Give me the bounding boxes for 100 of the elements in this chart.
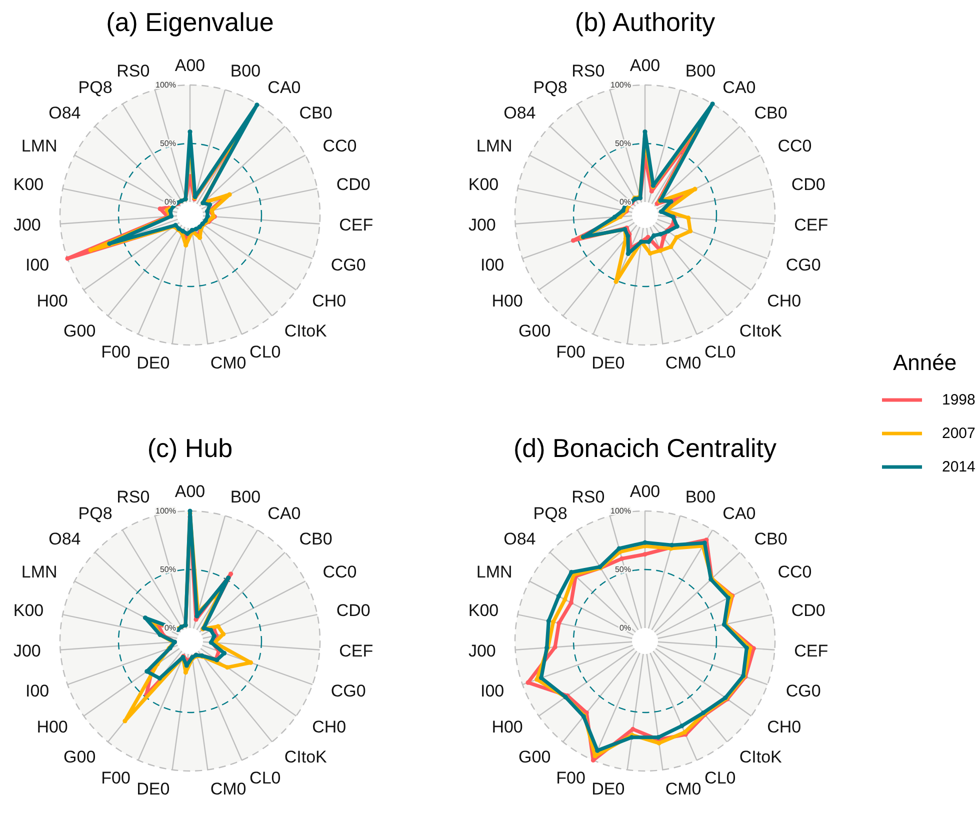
spoke-label: CA0 — [268, 504, 301, 523]
spoke-label: CEF — [339, 216, 374, 235]
spoke-label: F00 — [556, 342, 586, 362]
y-tick-label: 0% — [619, 624, 631, 633]
spoke-label: J00 — [13, 642, 41, 661]
spoke-label: CH0 — [312, 718, 346, 737]
spoke-label: CEF — [794, 216, 828, 235]
chart-title: (a) Eigenvalue — [106, 7, 274, 37]
spoke-label: CB0 — [754, 103, 788, 122]
spoke-label: G00 — [518, 321, 551, 340]
spoke-label: B00 — [685, 488, 716, 507]
spoke-label: G00 — [518, 747, 551, 766]
y-tick-label: 100% — [156, 506, 176, 516]
spoke-label: CL0 — [250, 768, 281, 788]
spoke-label: PQ8 — [78, 78, 112, 97]
spoke-label: J00 — [468, 642, 496, 661]
spoke-label: CD0 — [791, 175, 826, 194]
spoke-label: G00 — [64, 747, 96, 766]
spoke-label: B00 — [685, 62, 716, 81]
legend-label: 2014 — [942, 458, 976, 476]
spoke-label: CM0 — [210, 780, 246, 799]
spoke-label: DE0 — [136, 354, 170, 373]
spoke-label: B00 — [230, 488, 261, 507]
spoke-label: CB0 — [299, 529, 332, 548]
y-tick-label: 50% — [160, 565, 176, 574]
spoke-label: F00 — [101, 342, 130, 362]
spoke-label: A00 — [630, 56, 660, 75]
spoke-label: CD0 — [336, 601, 370, 620]
spoke-label: CItoK — [739, 321, 783, 340]
spoke-label: H00 — [492, 292, 523, 311]
spoke-label: LMN — [21, 562, 58, 582]
spoke-label: CH0 — [767, 718, 802, 737]
spoke-label: LMN — [21, 136, 58, 156]
spoke-label: H00 — [36, 718, 68, 737]
spoke-label: CA0 — [722, 504, 756, 523]
y-tick-label: 100% — [610, 80, 631, 90]
spoke-label: CG0 — [330, 682, 366, 701]
spoke-label: RS0 — [572, 62, 605, 81]
spoke-label: PQ8 — [78, 504, 112, 523]
spoke-label: CC0 — [778, 562, 812, 582]
spoke-label: G00 — [64, 321, 96, 340]
spoke-label: J00 — [13, 216, 41, 235]
spoke-label: CItoK — [739, 747, 783, 766]
spoke-label: F00 — [556, 768, 586, 788]
spoke-label: H00 — [492, 718, 523, 737]
spoke-label: CA0 — [268, 78, 301, 97]
spoke-label: CM0 — [210, 354, 246, 373]
spoke-label: O84 — [48, 103, 81, 122]
spoke-label: CEF — [339, 642, 374, 661]
spoke-label: RS0 — [572, 488, 605, 507]
y-tick-label: 50% — [614, 565, 631, 574]
spoke-label: CH0 — [312, 292, 346, 311]
spoke-label: CB0 — [754, 529, 788, 548]
spoke-label: CC0 — [778, 136, 812, 156]
y-tick-label: 50% — [160, 139, 176, 148]
spoke-label: CEF — [794, 642, 828, 661]
y-tick-label: 100% — [156, 80, 176, 90]
spoke-label: I00 — [25, 256, 50, 275]
y-tick-label: 50% — [614, 139, 631, 148]
spoke-label: CG0 — [786, 682, 821, 701]
spoke-label: CItoK — [284, 747, 328, 766]
spoke-label: CB0 — [299, 103, 332, 122]
spoke-label: CL0 — [250, 342, 281, 362]
spoke-label: A00 — [174, 56, 206, 75]
legend-title: Année — [893, 350, 957, 375]
spoke-label: K00 — [13, 175, 44, 194]
spoke-label: I00 — [25, 682, 50, 701]
spoke-label: CD0 — [791, 601, 826, 620]
spoke-label: CG0 — [330, 256, 366, 275]
chart-title: (d) Bonacich Centrality — [514, 433, 776, 463]
spoke-label: K00 — [468, 175, 499, 194]
spoke-label: K00 — [468, 601, 499, 620]
spoke-label: CM0 — [665, 780, 702, 799]
spoke-label: CC0 — [322, 562, 357, 582]
spoke-label: CC0 — [322, 136, 357, 156]
spoke-label: O84 — [504, 103, 536, 122]
spoke-label: CItoK — [284, 321, 328, 340]
spoke-label: F00 — [101, 768, 130, 788]
spoke-label: DE0 — [592, 780, 625, 799]
spoke-label: CA0 — [722, 78, 756, 97]
spoke-label: A00 — [630, 482, 660, 501]
spoke-label: DE0 — [136, 780, 170, 799]
spoke-label: CM0 — [665, 354, 702, 373]
legend-label: 2007 — [942, 425, 976, 442]
spoke-label: H00 — [36, 292, 68, 311]
spoke-label: PQ8 — [533, 504, 568, 523]
spoke-label: K00 — [13, 601, 44, 620]
spoke-label: A00 — [174, 482, 206, 501]
spoke-label: PQ8 — [533, 78, 568, 97]
spoke-label: B00 — [230, 62, 261, 81]
spoke-label: RS0 — [116, 488, 150, 507]
legend-label: 1998 — [942, 392, 976, 408]
spoke-label: LMN — [476, 136, 512, 156]
spoke-label: DE0 — [592, 354, 625, 373]
spoke-label: I00 — [480, 256, 504, 275]
spoke-label: O84 — [504, 529, 536, 548]
y-tick-label: 0% — [164, 198, 176, 207]
y-tick-label: 100% — [610, 506, 631, 516]
spoke-label: CL0 — [704, 342, 736, 362]
spoke-label: RS0 — [116, 62, 150, 81]
